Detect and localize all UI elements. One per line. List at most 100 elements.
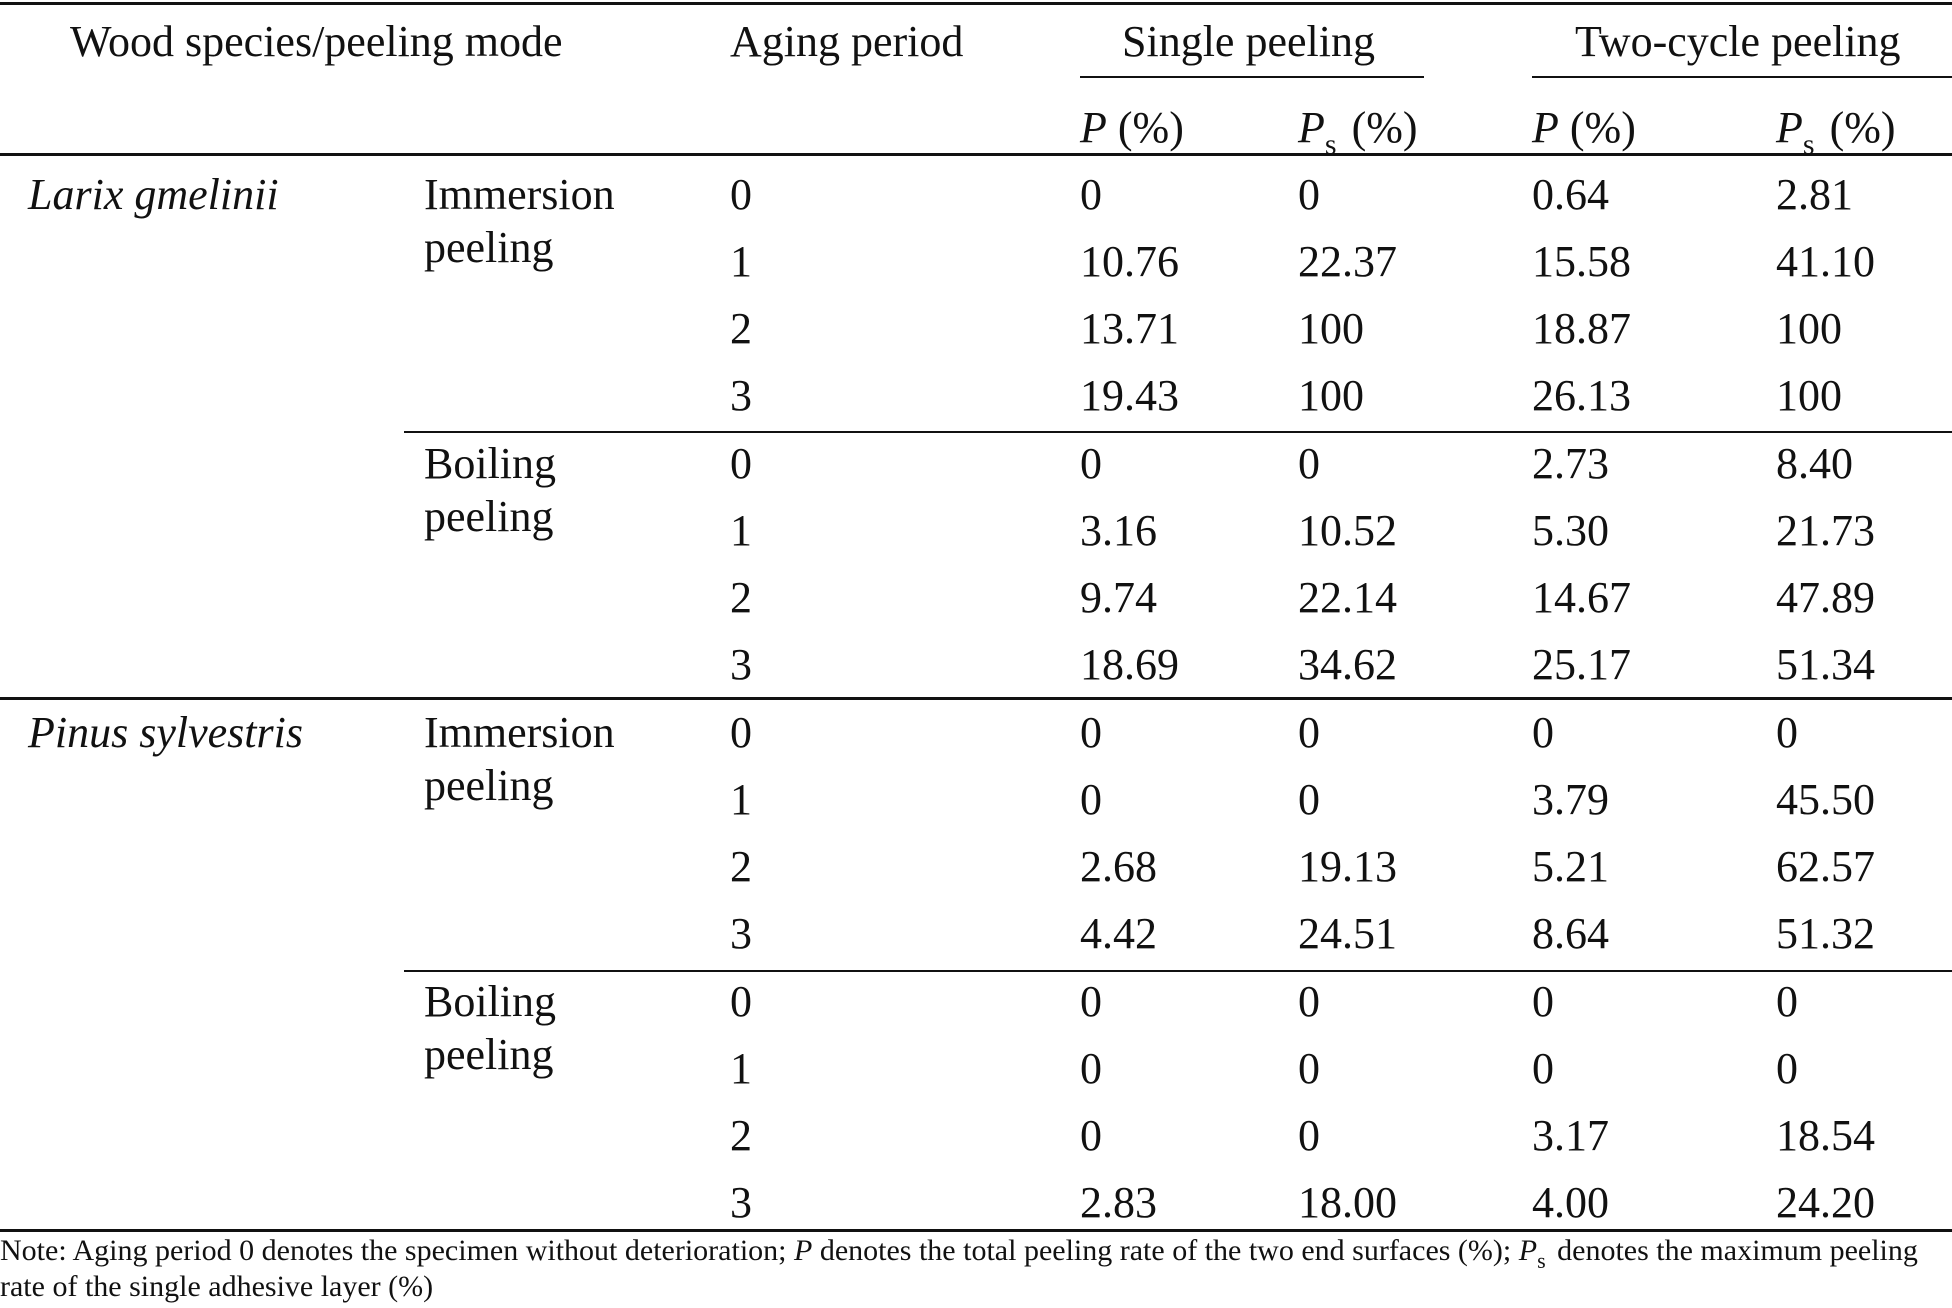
aging-cell: 2 (730, 1111, 752, 1160)
species-label: Pinus sylvestris (28, 708, 303, 757)
top-rule (0, 2, 1952, 5)
single-peeling-underline (1080, 76, 1424, 78)
single-p-cell: 0 (1080, 170, 1102, 219)
aging-cell: 3 (730, 640, 752, 689)
two-cycle-p-cell: 0 (1532, 977, 1554, 1026)
aging-cell: 3 (730, 909, 752, 958)
two-cycle-ps-cell: 51.32 (1776, 909, 1875, 958)
single-p-cell: 2.83 (1080, 1178, 1157, 1227)
ps-subscript: s (1537, 1248, 1546, 1273)
header-two-cycle-p: P (%) (1532, 102, 1636, 154)
single-p-cell: 18.69 (1080, 640, 1179, 689)
single-p-cell: 10.76 (1080, 237, 1179, 286)
two-cycle-p-cell: 5.30 (1532, 506, 1609, 555)
two-cycle-ps-cell: 41.10 (1776, 237, 1875, 286)
single-ps-cell: 0 (1298, 775, 1320, 824)
two-cycle-ps-cell: 0 (1776, 708, 1798, 757)
two-cycle-ps-cell: 2.81 (1776, 170, 1853, 219)
single-ps-cell: 0 (1298, 1044, 1320, 1093)
two-cycle-p-cell: 5.21 (1532, 842, 1609, 891)
two-cycle-peeling-underline (1532, 76, 1952, 78)
pinus-mode-separator (404, 970, 1952, 972)
single-ps-cell: 0 (1298, 977, 1320, 1026)
single-ps-cell: 0 (1298, 439, 1320, 488)
aging-cell: 3 (730, 1178, 752, 1227)
single-ps-cell: 18.00 (1298, 1178, 1397, 1227)
single-ps-cell: 24.51 (1298, 909, 1397, 958)
single-p-cell: 0 (1080, 977, 1102, 1026)
two-cycle-p-cell: 26.13 (1532, 371, 1631, 420)
mode-label: peeling (424, 761, 554, 810)
two-cycle-p-cell: 25.17 (1532, 640, 1631, 689)
single-ps-cell: 19.13 (1298, 842, 1397, 891)
header-aging-period: Aging period (730, 17, 964, 66)
single-p-cell: 4.42 (1080, 909, 1157, 958)
note-text: denotes the total peeling rate of the tw… (812, 1234, 1519, 1267)
two-cycle-p-cell: 3.17 (1532, 1111, 1609, 1160)
single-p-cell: 0 (1080, 708, 1102, 757)
aging-cell: 2 (730, 304, 752, 353)
aging-cell: 1 (730, 775, 752, 824)
note-text: Note: Aging period 0 denotes the specime… (0, 1234, 794, 1267)
header-bottom-rule (0, 153, 1952, 156)
two-cycle-p-cell: 0 (1532, 708, 1554, 757)
single-p-cell: 0 (1080, 439, 1102, 488)
mode-label: peeling (424, 492, 554, 541)
header-species-mode: Wood species/peeling mode (70, 17, 563, 66)
aging-cell: 1 (730, 506, 752, 555)
two-cycle-p-cell: 0 (1532, 1044, 1554, 1093)
two-cycle-p-cell: 4.00 (1532, 1178, 1609, 1227)
two-cycle-p-cell: 8.64 (1532, 909, 1609, 958)
single-p-cell: 0 (1080, 775, 1102, 824)
two-cycle-p-cell: 2.73 (1532, 439, 1609, 488)
two-cycle-ps-cell: 8.40 (1776, 439, 1853, 488)
p-unit: (%) (1558, 103, 1636, 152)
species-separator-rule (0, 697, 1952, 700)
mode-label: Boiling (424, 439, 557, 488)
p-symbol: P (1080, 103, 1107, 152)
two-cycle-ps-cell: 100 (1776, 304, 1842, 353)
aging-cell: 0 (730, 708, 752, 757)
two-cycle-ps-cell: 45.50 (1776, 775, 1875, 824)
mode-label: Immersion (424, 170, 615, 219)
two-cycle-ps-cell: 21.73 (1776, 506, 1875, 555)
single-p-cell: 13.71 (1080, 304, 1179, 353)
two-cycle-p-cell: 18.87 (1532, 304, 1631, 353)
ps-unit: (%) (1340, 103, 1418, 152)
single-p-cell: 3.16 (1080, 506, 1157, 555)
single-ps-cell: 0 (1298, 708, 1320, 757)
aging-cell: 2 (730, 842, 752, 891)
two-cycle-p-cell: 15.58 (1532, 237, 1631, 286)
species-label: Larix gmelinii (28, 170, 279, 219)
two-cycle-p-cell: 0.64 (1532, 170, 1609, 219)
p-symbol: P (794, 1234, 813, 1267)
aging-cell: 0 (730, 439, 752, 488)
mode-label: peeling (424, 223, 554, 272)
bottom-rule (0, 1229, 1952, 1232)
p-unit: (%) (1106, 103, 1184, 152)
mode-label: peeling (424, 1030, 554, 1079)
single-p-cell: 2.68 (1080, 842, 1157, 891)
two-cycle-p-cell: 14.67 (1532, 573, 1631, 622)
single-p-cell: 0 (1080, 1044, 1102, 1093)
two-cycle-ps-cell: 24.20 (1776, 1178, 1875, 1227)
mode-label: Immersion (424, 708, 615, 757)
two-cycle-ps-cell: 0 (1776, 1044, 1798, 1093)
single-ps-cell: 34.62 (1298, 640, 1397, 689)
single-ps-cell: 22.14 (1298, 573, 1397, 622)
two-cycle-ps-cell: 100 (1776, 371, 1842, 420)
aging-cell: 2 (730, 573, 752, 622)
single-p-cell: 0 (1080, 1111, 1102, 1160)
ps-unit: (%) (1818, 103, 1896, 152)
two-cycle-ps-cell: 51.34 (1776, 640, 1875, 689)
single-p-cell: 9.74 (1080, 573, 1157, 622)
header-two-cycle-ps: Ps (%) (1776, 102, 1896, 161)
aging-cell: 0 (730, 977, 752, 1026)
ps-subscript: s (1802, 128, 1815, 161)
aging-cell: 0 (730, 170, 752, 219)
two-cycle-p-cell: 3.79 (1532, 775, 1609, 824)
aging-cell: 1 (730, 1044, 752, 1093)
single-ps-cell: 0 (1298, 1111, 1320, 1160)
header-two-cycle-peeling: Two-cycle peeling (1575, 17, 1901, 66)
